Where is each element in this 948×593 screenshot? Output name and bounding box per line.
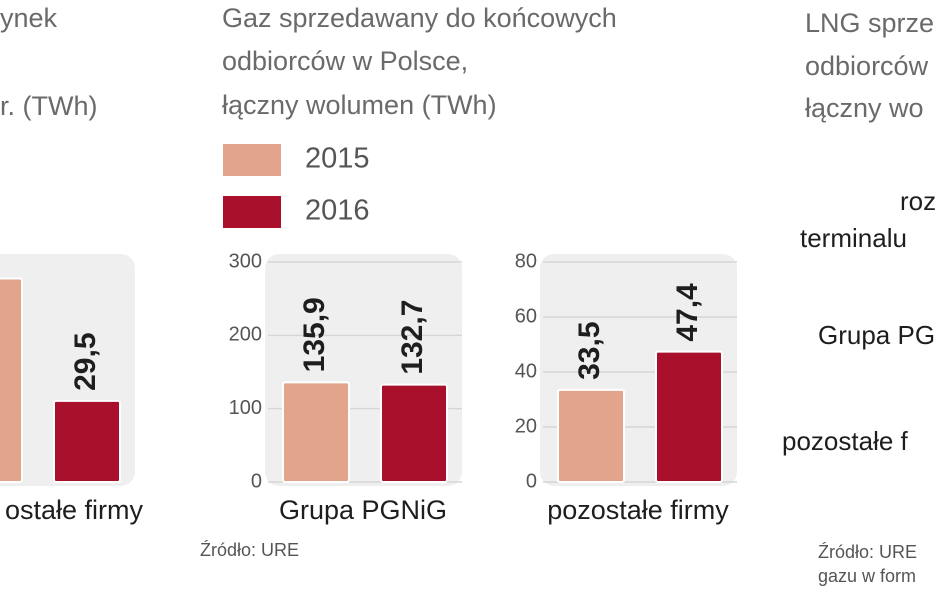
- bar: [0, 277, 23, 483]
- chart-title: odbiorców: [805, 51, 929, 81]
- chart-title: LNG sprze: [805, 8, 934, 38]
- source-note: gazu w form: [818, 566, 916, 586]
- y-tick-label: 0: [526, 470, 537, 492]
- chart-title: r. (TWh): [0, 91, 97, 121]
- chart-title: łączny wolumen (TWh): [222, 90, 497, 120]
- y-tick-label: 20: [515, 415, 537, 437]
- value-label: 135,9: [298, 297, 331, 372]
- y-tick-label: 100: [229, 397, 262, 419]
- legend-label: 2015: [305, 143, 370, 175]
- value-label: 33,5: [573, 321, 606, 379]
- y-tick-label: 0: [251, 470, 262, 492]
- y-tick-label: 300: [229, 250, 262, 272]
- source-note: Źródło: URE: [818, 542, 917, 562]
- y-category-label: roz: [900, 186, 936, 216]
- bar: [380, 383, 448, 484]
- chart-title: odbiorców w Polsce,: [222, 46, 468, 76]
- bar: [557, 388, 625, 483]
- chart-title: łączny wo: [805, 93, 924, 123]
- bar: [282, 381, 350, 483]
- legend-swatch: [221, 142, 283, 178]
- y-category-label: pozostałe f: [782, 426, 909, 456]
- chart-title: ynek: [0, 3, 58, 33]
- y-category-label: terminalu: [800, 223, 907, 253]
- bar: [53, 399, 121, 483]
- x-category-label: ostałe firmy: [5, 495, 144, 525]
- bar: [655, 350, 723, 483]
- x-category-label: Grupa PGNiG: [279, 495, 447, 525]
- source-note: Źródło: URE: [200, 540, 299, 560]
- y-tick-label: 200: [229, 324, 262, 346]
- value-label: 132,7: [396, 300, 429, 375]
- value-label: 47,4: [671, 283, 704, 342]
- chart-title: Gaz sprzedawany do końcowych: [222, 3, 617, 33]
- value-label: 29,5: [69, 332, 102, 390]
- legend-swatch: [221, 194, 283, 230]
- x-category-label: pozostałe firmy: [547, 495, 729, 525]
- y-tick-label: 60: [515, 305, 537, 327]
- y-tick-label: 80: [515, 250, 537, 272]
- y-category-label: Grupa PG: [818, 320, 935, 350]
- y-tick-label: 40: [515, 360, 537, 382]
- legend-label: 2016: [305, 195, 370, 227]
